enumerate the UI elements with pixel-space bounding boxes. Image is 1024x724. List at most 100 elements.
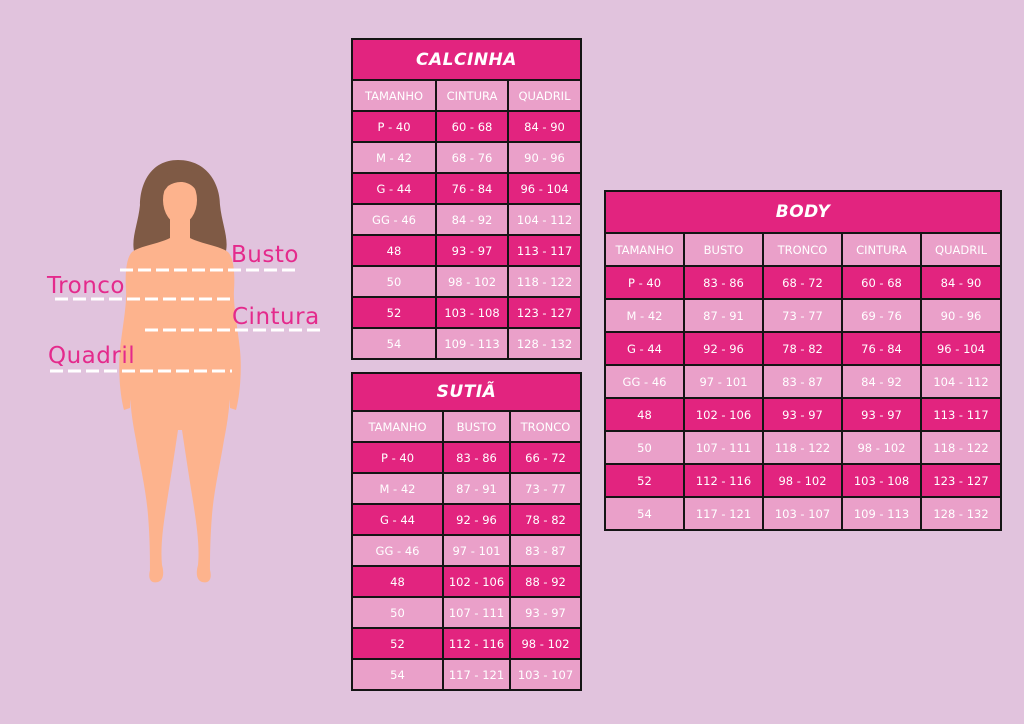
label-busto: Busto <box>231 242 299 268</box>
table-cell: 50 <box>351 596 444 629</box>
table-cell: 87 - 91 <box>683 298 764 333</box>
table-cell: 73 - 77 <box>509 472 582 505</box>
label-cintura: Cintura <box>232 304 320 330</box>
table-cell: 90 - 96 <box>507 141 582 174</box>
table-cell: 97 - 101 <box>442 534 511 567</box>
table-row: G - 44 76 - 84 96 - 104 <box>351 172 582 205</box>
table-row: 50 107 - 111 93 - 97 <box>351 596 582 629</box>
table-cell: 103 - 107 <box>509 658 582 691</box>
table-cell: 103 - 108 <box>841 463 922 498</box>
table-cell: 104 - 112 <box>919 364 1003 399</box>
table-row: 54 117 - 121 103 - 107 109 - 113 128 - 132 <box>604 496 1003 531</box>
table-cell: 103 - 108 <box>435 296 509 329</box>
table-cell: 104 - 112 <box>507 203 582 236</box>
table-cell: 66 - 72 <box>509 441 582 474</box>
table-cell: 69 - 76 <box>841 298 922 333</box>
table-row: G - 44 92 - 96 78 - 82 <box>351 503 582 536</box>
table-cell: 98 - 102 <box>841 430 922 465</box>
table-cell: 84 - 92 <box>435 203 509 236</box>
table-row: M - 42 87 - 91 73 - 77 <box>351 472 582 505</box>
calcinha-size-table: CALCINHA TAMANHO CINTURA QUADRIL P - 40 6… <box>351 38 582 360</box>
table-row: M - 42 87 - 91 73 - 77 69 - 76 90 - 96 <box>604 298 1003 333</box>
table-cell: 103 - 107 <box>762 496 843 531</box>
table-cell: 83 - 86 <box>442 441 511 474</box>
table-cell: P - 40 <box>351 110 437 143</box>
table-cell: GG - 46 <box>351 203 437 236</box>
table-cell: GG - 46 <box>351 534 444 567</box>
table-cell: 107 - 111 <box>683 430 764 465</box>
body-header-cintura: CINTURA <box>841 232 922 267</box>
table-row: P - 40 83 - 86 68 - 72 60 - 68 84 - 90 <box>604 265 1003 300</box>
table-cell: 118 - 122 <box>762 430 843 465</box>
table-cell: 76 - 84 <box>841 331 922 366</box>
table-cell: 109 - 113 <box>841 496 922 531</box>
table-cell: M - 42 <box>604 298 685 333</box>
table-row: M - 42 68 - 76 90 - 96 <box>351 141 582 174</box>
table-cell: 76 - 84 <box>435 172 509 205</box>
table-row: 48 93 - 97 113 - 117 <box>351 234 582 267</box>
table-cell: 87 - 91 <box>442 472 511 505</box>
body-header-busto: BUSTO <box>683 232 764 267</box>
table-cell: 68 - 76 <box>435 141 509 174</box>
table-cell: 52 <box>351 627 444 660</box>
sutia-title: SUTIÃ <box>351 372 582 412</box>
table-cell: 96 - 104 <box>507 172 582 205</box>
table-cell: 102 - 106 <box>683 397 764 432</box>
table-row: P - 40 60 - 68 84 - 90 <box>351 110 582 143</box>
table-row: GG - 46 97 - 101 83 - 87 84 - 92 104 - 112 <box>604 364 1003 399</box>
table-cell: 107 - 111 <box>442 596 511 629</box>
table-row: 54 109 - 113 128 - 132 <box>351 327 582 360</box>
table-row: 50 107 - 111 118 - 122 98 - 102 118 - 122 <box>604 430 1003 465</box>
table-cell: 109 - 113 <box>435 327 509 360</box>
body-header-tronco: TRONCO <box>762 232 843 267</box>
table-cell: 78 - 82 <box>762 331 843 366</box>
label-tronco: Tronco <box>47 273 125 299</box>
table-cell: 60 - 68 <box>435 110 509 143</box>
table-cell: 96 - 104 <box>919 331 1003 366</box>
table-cell: 123 - 127 <box>919 463 1003 498</box>
body-silhouette <box>119 238 241 583</box>
sutia-header-tamanho: TAMANHO <box>351 410 444 443</box>
table-cell: 83 - 86 <box>683 265 764 300</box>
table-row: 54 117 - 121 103 - 107 <box>351 658 582 691</box>
table-cell: 48 <box>604 397 685 432</box>
sutia-header-tronco: TRONCO <box>509 410 582 443</box>
sutia-header-busto: BUSTO <box>442 410 511 443</box>
table-row: 52 112 - 116 98 - 102 <box>351 627 582 660</box>
table-cell: P - 40 <box>351 441 444 474</box>
table-cell: 112 - 116 <box>442 627 511 660</box>
table-cell: 113 - 117 <box>507 234 582 267</box>
table-cell: 118 - 122 <box>919 430 1003 465</box>
table-cell: 128 - 132 <box>919 496 1003 531</box>
calcinha-header-cintura: CINTURA <box>435 79 509 112</box>
body-header-quadril: QUADRIL <box>919 232 1003 267</box>
table-cell: 113 - 117 <box>919 397 1003 432</box>
table-cell: 84 - 92 <box>841 364 922 399</box>
table-cell: 128 - 132 <box>507 327 582 360</box>
table-row: 52 112 - 116 98 - 102 103 - 108 123 - 127 <box>604 463 1003 498</box>
table-row: 48 102 - 106 88 - 92 <box>351 565 582 598</box>
table-cell: 93 - 97 <box>435 234 509 267</box>
body-header-tamanho: TAMANHO <box>604 232 685 267</box>
sutia-size-table: SUTIÃ TAMANHO BUSTO TRONCO P - 40 83 - 86… <box>351 372 582 691</box>
table-cell: M - 42 <box>351 472 444 505</box>
label-quadril: Quadril <box>48 343 136 369</box>
table-cell: 102 - 106 <box>442 565 511 598</box>
table-cell: 48 <box>351 234 437 267</box>
table-cell: 60 - 68 <box>841 265 922 300</box>
table-cell: 84 - 90 <box>919 265 1003 300</box>
table-cell: 52 <box>351 296 437 329</box>
table-cell: 73 - 77 <box>762 298 843 333</box>
table-cell: 90 - 96 <box>919 298 1003 333</box>
table-row: G - 44 92 - 96 78 - 82 76 - 84 96 - 104 <box>604 331 1003 366</box>
table-cell: 88 - 92 <box>509 565 582 598</box>
calcinha-header-quadril: QUADRIL <box>507 79 582 112</box>
table-cell: 83 - 87 <box>762 364 843 399</box>
table-cell: 78 - 82 <box>509 503 582 536</box>
table-cell: 68 - 72 <box>762 265 843 300</box>
table-cell: 48 <box>351 565 444 598</box>
table-cell: 98 - 102 <box>509 627 582 660</box>
table-cell: 117 - 121 <box>683 496 764 531</box>
body-title: BODY <box>603 190 1003 234</box>
table-row: GG - 46 97 - 101 83 - 87 <box>351 534 582 567</box>
